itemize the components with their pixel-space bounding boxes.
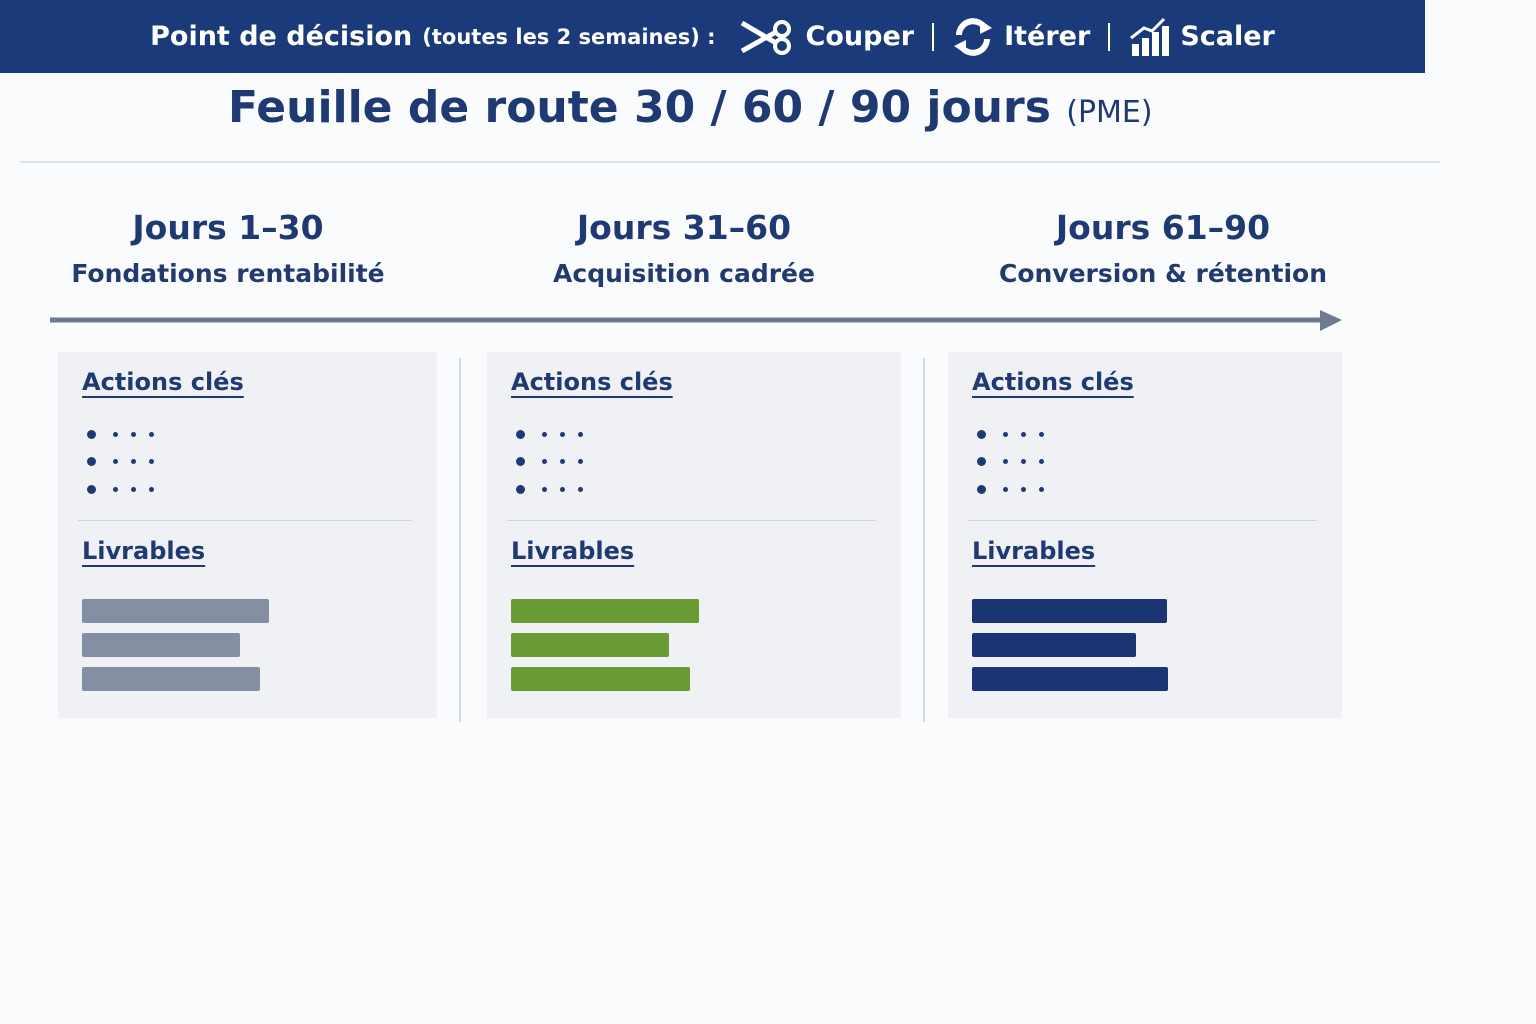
separator	[1108, 22, 1111, 51]
placeholder-dot	[560, 432, 565, 437]
deliverable-placeholder	[972, 599, 1167, 623]
placeholder-dot	[578, 432, 583, 437]
deliverable-placeholder	[82, 599, 269, 623]
placeholder-dot	[578, 487, 583, 492]
bullet	[87, 430, 96, 439]
placeholder-dot	[1003, 487, 1008, 492]
bullet	[516, 485, 525, 494]
scissors-icon	[740, 19, 791, 55]
card-heading: Livrables	[511, 537, 635, 565]
card-heading: Actions clés	[82, 368, 244, 396]
placeholder-dot	[149, 459, 154, 464]
title-text: Feuille de route 30 / 60 / 90 jours	[228, 82, 1051, 133]
placeholder-dot	[1021, 432, 1026, 437]
placeholder-dot	[560, 459, 565, 464]
card-heading: Livrables	[972, 537, 1096, 565]
timeline-arrow	[50, 310, 1342, 331]
placeholder-dot	[149, 487, 154, 492]
option: Scaler	[1180, 21, 1275, 52]
deliverable-placeholder	[82, 667, 260, 691]
phase-card: Actions clés Livrables	[58, 352, 437, 718]
title-qualifier: (PME)	[1066, 95, 1153, 130]
bullet	[87, 485, 96, 494]
deliverable-placeholder	[511, 599, 699, 623]
growth-icon	[1130, 17, 1170, 56]
separator	[968, 520, 1317, 521]
placeholder-dot	[1003, 432, 1008, 437]
placeholder-dot	[1003, 459, 1008, 464]
placeholder-dot	[149, 432, 154, 437]
placeholder-dot	[542, 432, 547, 437]
banner-label: Point de décision	[150, 21, 413, 52]
option: Itérer	[1004, 21, 1091, 52]
bullet	[516, 430, 525, 439]
placeholder-dot	[1039, 432, 1044, 437]
phase-range: Jours 1–30	[132, 208, 324, 247]
phase-range: Jours 31–60	[576, 208, 792, 247]
cycle-icon	[954, 17, 993, 56]
phase-range: Jours 61–90	[1055, 208, 1271, 247]
bullet	[516, 457, 525, 466]
deliverable-placeholder	[511, 633, 669, 657]
phase-subtitle: Acquisition cadrée	[553, 259, 815, 288]
placeholder-dot	[131, 487, 136, 492]
card-heading: Livrables	[82, 537, 206, 565]
placeholder-dot	[1021, 459, 1026, 464]
placeholder-dot	[131, 432, 136, 437]
placeholder-dot	[113, 487, 118, 492]
phase-header: Jours 31–60 Acquisition cadrée	[454, 208, 914, 288]
decision-banner: Point de décision (toutes les 2 semaines…	[0, 0, 1425, 73]
deliverable-placeholder	[82, 633, 240, 657]
deliverable-placeholder	[972, 633, 1136, 657]
deliverable-placeholder	[972, 667, 1168, 691]
option: Couper	[805, 21, 915, 52]
placeholder-dot	[542, 487, 547, 492]
phase-header: Jours 1–30 Fondations rentabilité	[0, 208, 458, 288]
divider	[923, 358, 925, 722]
placeholder-dot	[1021, 487, 1026, 492]
divider	[459, 358, 461, 722]
placeholder-dot	[542, 459, 547, 464]
phase-card: Actions clés Livrables	[948, 352, 1342, 718]
deliverable-placeholder	[511, 667, 690, 691]
rule	[20, 161, 1440, 163]
phase-subtitle: Conversion & rétention	[998, 259, 1327, 288]
placeholder-dot	[1039, 487, 1044, 492]
placeholder-dot	[578, 459, 583, 464]
bullet	[977, 430, 986, 439]
card-heading: Actions clés	[511, 368, 673, 396]
phase-card: Actions clés Livrables	[487, 352, 901, 718]
phase-header: Jours 61–90 Conversion & rétention	[933, 208, 1393, 288]
placeholder-dot	[1039, 459, 1044, 464]
separator	[78, 520, 412, 521]
separator	[507, 520, 876, 521]
bullet	[977, 485, 986, 494]
separator	[932, 22, 935, 51]
bullet	[977, 457, 986, 466]
phase-subtitle: Fondations rentabilité	[71, 259, 385, 288]
placeholder-dot	[560, 487, 565, 492]
card-heading: Actions clés	[972, 368, 1134, 396]
placeholder-dot	[131, 459, 136, 464]
placeholder-dot	[113, 432, 118, 437]
placeholder-dot	[113, 459, 118, 464]
banner-frequency: (toutes les 2 semaines) :	[422, 24, 716, 49]
title: Feuille de route 30 / 60 / 90 jours (PME…	[228, 82, 1153, 133]
bullet	[87, 457, 96, 466]
